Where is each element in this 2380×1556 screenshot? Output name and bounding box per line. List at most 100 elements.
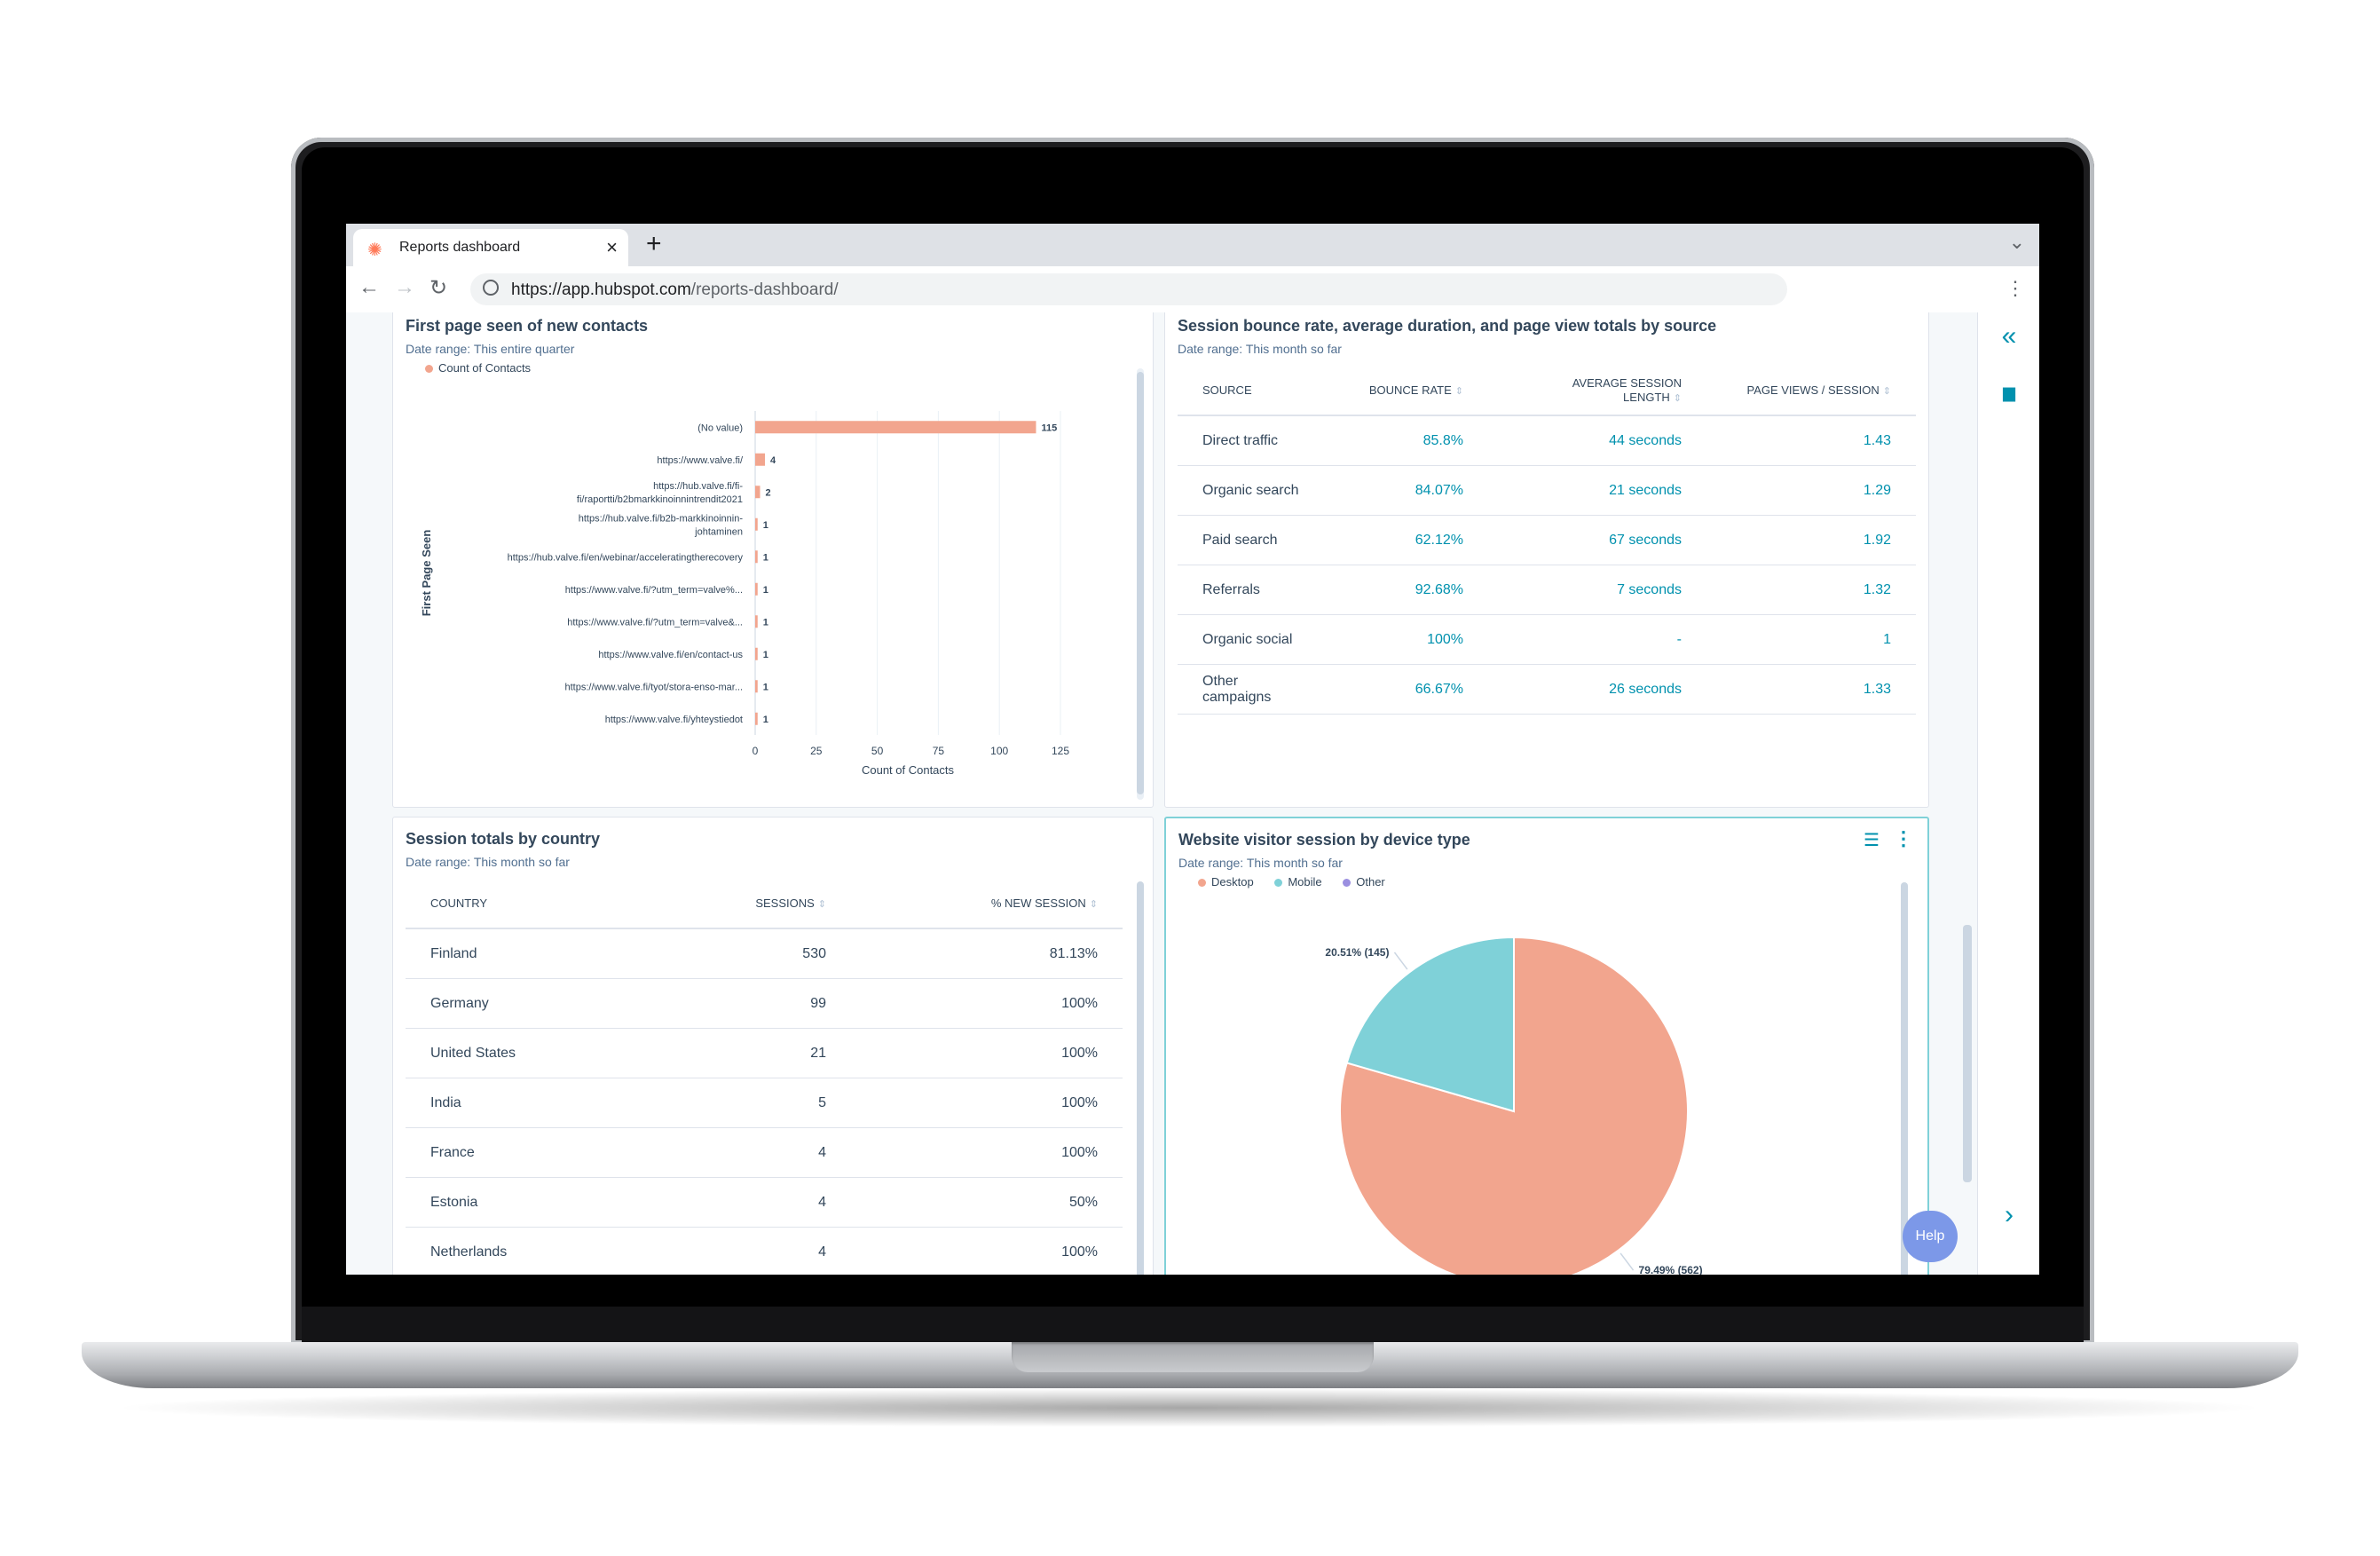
new-session-cell: 50% bbox=[851, 1177, 1123, 1228]
data-label: 2 bbox=[766, 487, 771, 498]
legend-item-mobile[interactable]: Mobile bbox=[1274, 875, 1322, 889]
site-info-icon[interactable] bbox=[483, 280, 499, 296]
session-length-cell[interactable]: 44 seconds bbox=[1488, 415, 1706, 466]
bar bbox=[755, 550, 758, 564]
scrollbar[interactable] bbox=[1137, 372, 1144, 794]
back-icon[interactable]: ← bbox=[359, 275, 380, 299]
table-row: Organic search 84.07% 21 seconds 1.29 bbox=[1178, 465, 1916, 516]
browser-menu-icon[interactable]: ⋮ bbox=[2006, 277, 2025, 299]
legend-item-desktop[interactable]: Desktop bbox=[1198, 875, 1254, 889]
country-card: Session totals by country Date range: Th… bbox=[392, 817, 1154, 1275]
scrollbar[interactable] bbox=[1137, 881, 1144, 1275]
tab-search-icon[interactable]: ⌄ bbox=[2008, 231, 2025, 253]
leader-line bbox=[1620, 1252, 1635, 1271]
help-button[interactable]: Help bbox=[1903, 1211, 1958, 1262]
x-tick-label: 125 bbox=[1052, 745, 1069, 757]
browser-tab[interactable]: ✺ Reports dashboard × bbox=[353, 229, 628, 266]
column-header-new-session[interactable]: % NEW SESSION ⇕ bbox=[851, 880, 1123, 929]
header-label: PAGE VIEWS / SESSION bbox=[1746, 383, 1880, 397]
page-views-cell[interactable]: 1 bbox=[1706, 614, 1916, 665]
page-views-cell[interactable]: 1.43 bbox=[1706, 415, 1916, 466]
date-range: Date range: This month so far bbox=[1178, 856, 1343, 870]
page-views-cell[interactable]: 1.29 bbox=[1706, 465, 1916, 516]
bounce-rate-cell[interactable]: 85.8% bbox=[1332, 415, 1488, 466]
column-header-sessions[interactable]: SESSIONS ⇕ bbox=[624, 880, 851, 929]
table-row: India 5 100% bbox=[406, 1078, 1123, 1128]
bounce-rate-card: Session bounce rate, average duration, a… bbox=[1164, 312, 1929, 808]
y-tick-label: https://hub.valve.fi/en/webinar/accelera… bbox=[508, 552, 744, 563]
column-header-source[interactable]: SOURCE bbox=[1178, 367, 1332, 416]
table-row: Direct traffic 85.8% 44 seconds 1.43 bbox=[1178, 415, 1916, 466]
scrollbar[interactable] bbox=[1901, 882, 1908, 1275]
hubspot-logo-icon: ✺ bbox=[367, 241, 382, 260]
sort-icon[interactable]: ⇕ bbox=[817, 898, 826, 910]
header-label: % NEW SESSION bbox=[990, 896, 1086, 910]
sort-icon[interactable]: ⇕ bbox=[1882, 385, 1891, 397]
data-label: 1 bbox=[763, 617, 768, 628]
sessions-cell: 530 bbox=[624, 928, 851, 979]
legend-item-other[interactable]: Other bbox=[1343, 875, 1385, 889]
sort-icon[interactable]: ⇕ bbox=[1454, 385, 1463, 397]
sessions-cell: 4 bbox=[624, 1177, 851, 1228]
bar bbox=[755, 421, 1036, 434]
table-header-row: COUNTRY SESSIONS ⇕ % NEW SESSION ⇕ bbox=[406, 880, 1123, 929]
session-length-cell[interactable]: - bbox=[1488, 614, 1706, 665]
pie-chart: 79.49% (562) 20.51% (145) bbox=[1325, 936, 1703, 1275]
card-title: First page seen of new contacts bbox=[406, 317, 649, 335]
more-options-icon[interactable]: ⋮ bbox=[1894, 827, 1913, 849]
date-range-value: This month so far bbox=[1245, 342, 1342, 356]
data-label: 20.51% (145) bbox=[1325, 946, 1389, 959]
bounce-rate-cell[interactable]: 100% bbox=[1332, 614, 1488, 665]
table-row: United States 21 100% bbox=[406, 1028, 1123, 1078]
tab-close-icon[interactable]: × bbox=[606, 236, 618, 258]
source-cell: Referrals bbox=[1178, 565, 1332, 615]
bounce-rate-cell[interactable]: 66.67% bbox=[1332, 664, 1488, 715]
session-length-cell[interactable]: 21 seconds bbox=[1488, 465, 1706, 516]
collapse-sidebar-icon[interactable]: « bbox=[2001, 321, 2017, 351]
sort-icon[interactable]: ⇕ bbox=[1673, 392, 1682, 404]
column-header-page-views[interactable]: PAGE VIEWS / SESSION ⇕ bbox=[1706, 367, 1916, 416]
page-views-cell[interactable]: 1.92 bbox=[1706, 515, 1916, 565]
bar bbox=[755, 453, 766, 466]
address-bar[interactable]: https://app.hubspot.com/reports-dashboar… bbox=[470, 273, 1787, 305]
y-tick-label: johtaminen bbox=[694, 526, 743, 537]
session-length-cell[interactable]: 67 seconds bbox=[1488, 515, 1706, 565]
filter-icon[interactable]: ☰ bbox=[1864, 831, 1880, 850]
session-length-cell[interactable]: 7 seconds bbox=[1488, 565, 1706, 615]
x-tick-label: 75 bbox=[933, 745, 945, 757]
new-tab-button[interactable]: + bbox=[646, 229, 662, 258]
browser-toolbar: ← → ↻ https://app.hubspot.com/reports-da… bbox=[346, 266, 2039, 313]
reload-icon[interactable]: ↻ bbox=[430, 276, 448, 300]
first-page-card: First page seen of new contacts Date ran… bbox=[392, 312, 1154, 808]
column-header-bounce-rate[interactable]: BOUNCE RATE ⇕ bbox=[1332, 367, 1488, 416]
bounce-rate-cell[interactable]: 92.68% bbox=[1332, 565, 1488, 615]
bar bbox=[755, 712, 758, 725]
column-header-country[interactable]: COUNTRY bbox=[406, 880, 624, 929]
sort-icon[interactable]: ⇕ bbox=[1089, 898, 1098, 910]
page-scrollbar[interactable] bbox=[1963, 925, 1972, 1182]
pie-slice-desktop bbox=[1339, 936, 1689, 1275]
chart-legend[interactable]: Count of Contacts bbox=[425, 361, 531, 375]
bar bbox=[755, 680, 758, 693]
column-header-session-length[interactable]: AVERAGE SESSION LENGTH ⇕ bbox=[1488, 367, 1706, 416]
bar bbox=[755, 517, 758, 531]
forward-icon[interactable]: → bbox=[394, 275, 415, 299]
sessions-cell: 5 bbox=[624, 1078, 851, 1128]
y-tick-label: https://www.valve.fi/en/contact-us bbox=[598, 650, 743, 660]
chevron-right-icon[interactable]: › bbox=[2005, 1200, 2014, 1229]
source-cell: Other campaigns bbox=[1178, 664, 1332, 715]
session-length-cell[interactable]: 26 seconds bbox=[1488, 664, 1706, 715]
url-path: /reports-dashboard/ bbox=[690, 280, 839, 299]
country-cell: Netherlands bbox=[406, 1227, 624, 1275]
date-range-value: This month so far bbox=[1246, 856, 1343, 870]
page-views-cell[interactable]: 1.32 bbox=[1706, 565, 1916, 615]
bounce-table: SOURCE BOUNCE RATE ⇕ AVERAGE SESSION LENG… bbox=[1178, 367, 1916, 715]
bounce-rate-cell[interactable]: 62.12% bbox=[1332, 515, 1488, 565]
data-label: 1 bbox=[763, 552, 768, 563]
bounce-rate-cell[interactable]: 84.07% bbox=[1332, 465, 1488, 516]
bar bbox=[755, 486, 760, 499]
y-tick-label: (No value) bbox=[697, 423, 743, 433]
y-tick-label: fi/raportti/b2bmarkkinoinnintrendit2021 bbox=[577, 494, 743, 505]
chat-icon[interactable]: ▆ bbox=[2003, 383, 2015, 401]
page-views-cell[interactable]: 1.33 bbox=[1706, 664, 1916, 715]
